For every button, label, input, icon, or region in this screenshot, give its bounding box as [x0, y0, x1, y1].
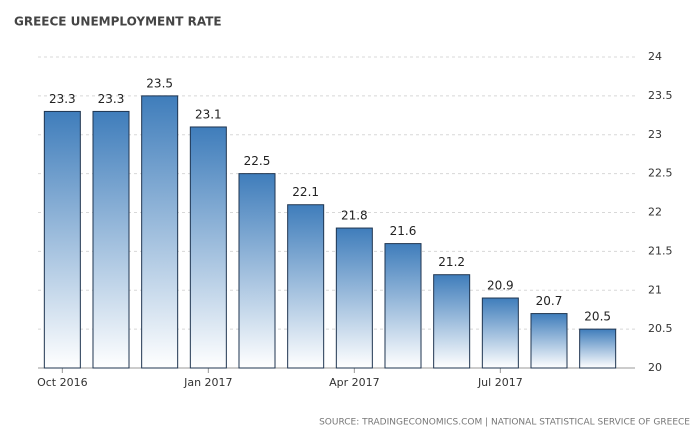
- y-tick-label: 23: [648, 128, 662, 141]
- y-tick-label: 20: [648, 361, 662, 374]
- bar: [43, 110, 81, 369]
- y-tick-label: 22.5: [648, 167, 673, 180]
- bar: [287, 204, 325, 369]
- value-label: 20.7: [536, 294, 563, 308]
- x-tick-label: Apr 2017: [329, 376, 380, 389]
- y-tick-label: 21: [648, 283, 662, 296]
- value-label: 23.1: [195, 107, 222, 121]
- value-label: 23.3: [49, 92, 76, 106]
- value-label: 21.8: [341, 209, 368, 223]
- bar: [433, 274, 471, 369]
- value-label: 21.6: [390, 224, 417, 238]
- bar: [92, 110, 130, 369]
- value-label: 20.5: [584, 310, 611, 324]
- y-tick-label: 22: [648, 206, 662, 219]
- source-note: SOURCE: TRADINGECONOMICS.COM | NATIONAL …: [319, 418, 690, 428]
- x-tick-label: Jul 2017: [477, 376, 523, 389]
- value-label: 20.9: [487, 279, 514, 293]
- x-tick-label: Oct 2016: [37, 376, 88, 389]
- chart-title: GREECE UNEMPLOYMENT RATE: [14, 15, 222, 29]
- value-label: 23.3: [98, 92, 125, 106]
- y-tick-label: 21.5: [648, 244, 673, 257]
- value-label: 23.5: [146, 76, 173, 90]
- value-label: 22.1: [292, 185, 319, 199]
- value-label: 21.2: [438, 255, 465, 269]
- bar: [141, 95, 179, 369]
- y-tick-label: 24: [648, 50, 662, 63]
- bar: [481, 297, 519, 369]
- bar: [579, 328, 617, 369]
- y-tick-label: 23.5: [648, 89, 673, 102]
- bar: [530, 313, 568, 369]
- bar: [189, 126, 227, 369]
- bar: [335, 227, 373, 369]
- y-tick-label: 20.5: [648, 322, 673, 335]
- value-label: 22.5: [244, 154, 271, 168]
- x-tick-label: Jan 2017: [183, 376, 232, 389]
- bar: [384, 243, 422, 369]
- bar: [238, 173, 276, 369]
